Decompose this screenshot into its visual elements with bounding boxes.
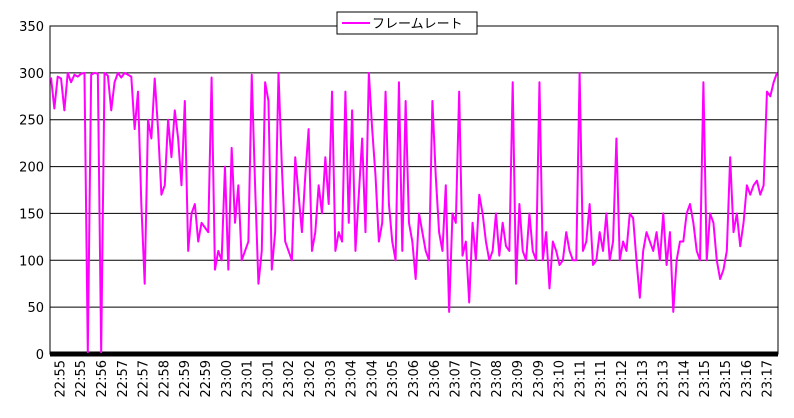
legend-box	[336, 11, 478, 35]
x-tick-label: 23:15	[698, 360, 713, 397]
x-tick-label: 23:13	[657, 360, 672, 397]
x-tick-label: 23:01	[241, 360, 256, 397]
x-tick-label: 23:00	[220, 360, 235, 397]
x-tick-label: 22:59	[178, 360, 193, 397]
y-tick-label: 100	[19, 254, 44, 269]
x-tick-label: 22:55	[74, 360, 89, 397]
x-tick-label: 23:12	[615, 360, 630, 397]
x-tick-label: 23:11	[594, 360, 609, 397]
x-axis-tick-labels: 22:55 22:55 22:56 22:57 22:57 22:58 22:59 22:59…	[53, 360, 775, 397]
y-tick-label: 150	[19, 207, 44, 222]
x-tick-label: 23:15	[719, 360, 734, 397]
x-tick-label: 23:08	[490, 360, 505, 397]
x-tick-label: 23:07	[449, 360, 464, 397]
y-tick-label: 350	[19, 20, 44, 35]
x-tick-label: 23:09	[532, 360, 547, 397]
x-tick-label: 22:56	[95, 360, 110, 397]
y-axis-tick-labels: 0 50 100 150 200 250 300 350	[19, 20, 44, 363]
y-tick-label: 300	[19, 67, 44, 82]
x-tick-label: 23:06	[428, 360, 443, 397]
x-tick-label: 23:04	[345, 360, 360, 397]
plot-area	[49, 25, 779, 355]
x-tick-label: 22:59	[199, 360, 214, 397]
legend-label: フレームレート	[372, 17, 463, 32]
x-tick-label: 23:03	[324, 360, 339, 397]
y-tick-label: 50	[27, 301, 44, 316]
y-tick-label: 250	[19, 114, 44, 129]
x-tick-label: 23:07	[469, 360, 484, 397]
x-tick-label: 23:01	[261, 360, 276, 397]
x-tick-label: 23:06	[407, 360, 422, 397]
x-tick-label: 23:13	[636, 360, 651, 397]
x-tick-label: 23:17	[761, 360, 776, 397]
x-tick-label: 23:09	[511, 360, 526, 397]
x-tick-label: 23:14	[677, 360, 692, 397]
x-tick-label: 22:58	[157, 360, 172, 397]
x-tick-label: 23:11	[573, 360, 588, 397]
x-tick-label: 23:05	[386, 360, 401, 397]
y-tick-label: 0	[36, 348, 44, 363]
series-line	[50, 71, 778, 354]
x-tick-label: 23:10	[553, 360, 568, 397]
x-tick-label: 23:02	[282, 360, 297, 397]
x-tick-label: 22:57	[116, 360, 131, 397]
x-tick-label: 22:55	[53, 360, 68, 397]
series-lines	[50, 71, 778, 354]
x-tick-label: 23:04	[365, 360, 380, 397]
y-tick-label: 200	[19, 161, 44, 176]
x-tick-label: 23:02	[303, 360, 318, 397]
x-tick-label: 23:16	[740, 360, 755, 397]
legend: フレームレート	[336, 11, 478, 35]
x-tick-label: 22:57	[137, 360, 152, 397]
